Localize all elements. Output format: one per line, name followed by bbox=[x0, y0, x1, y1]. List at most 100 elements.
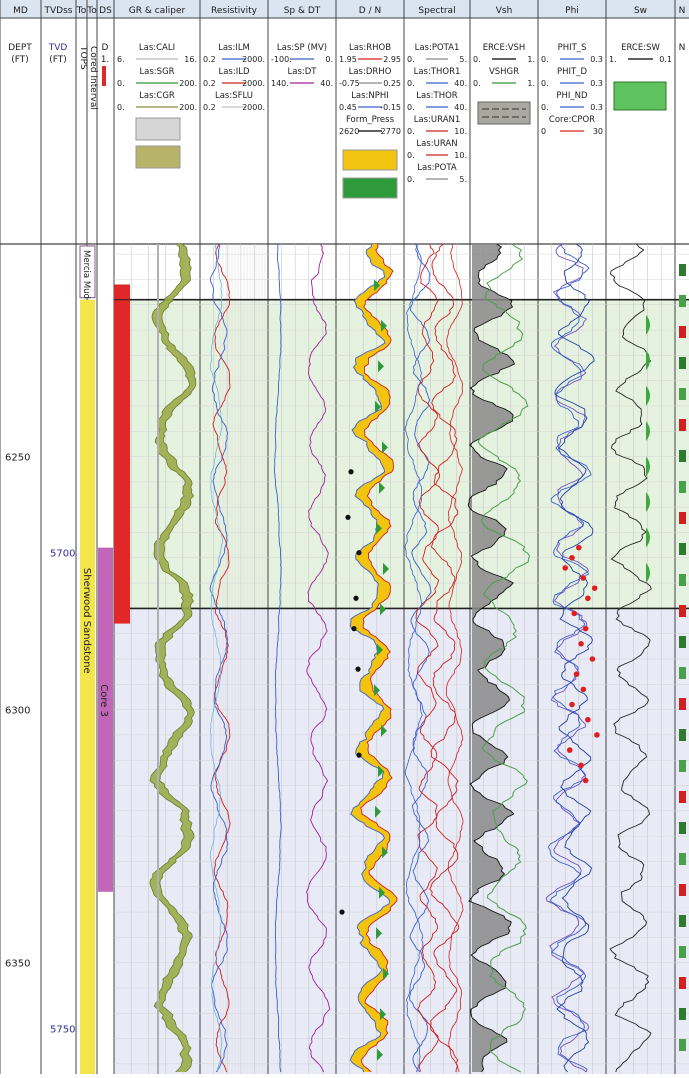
legend-phi-curve-name: Core:CPOR bbox=[549, 115, 595, 125]
legend-dn-fill-swatch2 bbox=[342, 177, 398, 199]
track-title-spdt: Sp & DT bbox=[284, 6, 321, 16]
legend-dn-curve-max: 0.25 bbox=[383, 79, 401, 88]
cpor-point bbox=[571, 610, 578, 617]
track-title-tvdss: TVDss bbox=[44, 6, 73, 16]
top-sherwood-box bbox=[80, 299, 95, 1074]
top-mercia-box bbox=[79, 245, 96, 299]
legend-ds-swatch bbox=[102, 66, 106, 86]
top-mercia-label: Mercia Mudstone bbox=[81, 250, 91, 323]
erce-sw-curve bbox=[609, 243, 652, 1073]
cpor-point bbox=[589, 656, 596, 662]
legend-dn-curve-name: Las:DRHO bbox=[349, 67, 392, 77]
legend-gr-curve-max: 200. bbox=[179, 103, 197, 112]
legend-spec-curve-max: 5. bbox=[459, 55, 467, 64]
form-press-point bbox=[353, 595, 359, 601]
legend-phi-curve-min: 0. bbox=[541, 103, 549, 112]
cpor-point bbox=[578, 641, 584, 647]
track-title-res: Resistivity bbox=[211, 6, 258, 16]
n-track-block bbox=[679, 419, 686, 431]
sw-green-fill bbox=[646, 314, 650, 335]
legend-res-curve-max: 2000. bbox=[242, 79, 265, 88]
legend-res-curve-min: 0.2 bbox=[203, 103, 216, 112]
form-press-point bbox=[356, 550, 362, 556]
n-track-block bbox=[679, 543, 686, 555]
legend-gr-curve-min: 6. bbox=[117, 55, 125, 64]
legend-n-label: N bbox=[679, 43, 686, 53]
n-track-block bbox=[679, 822, 686, 834]
track-title-ds: DS bbox=[99, 6, 112, 16]
md-depth-label: 6250 bbox=[5, 453, 30, 464]
thor1-curve bbox=[404, 243, 424, 1073]
legend-tvdss-name: TVD bbox=[48, 43, 68, 53]
track-title-tops: To bbox=[76, 6, 87, 16]
cpor-point bbox=[582, 625, 589, 632]
n-track-block bbox=[679, 574, 686, 586]
form-press-point bbox=[339, 909, 345, 915]
legend-spdt-curve-max: 40. bbox=[320, 79, 333, 88]
n-track-block bbox=[679, 729, 686, 741]
legend-res-curve-name: Las:ILD bbox=[218, 67, 249, 77]
dn-green-fill bbox=[383, 562, 389, 575]
legend-sw-curve-name: ERCE:SW bbox=[621, 43, 660, 53]
legend-vsh-fill-swatch bbox=[477, 101, 531, 125]
legend-gr-curve-name: Las:CALI bbox=[139, 43, 175, 53]
legend-dn-curve-min: 1.95 bbox=[339, 55, 357, 64]
dn-green-fill bbox=[383, 967, 389, 980]
legend-phi-curve-name: PHIT_D bbox=[557, 67, 587, 77]
legend-spec-curve-name: Las:URAN1 bbox=[414, 115, 461, 125]
cpor-point bbox=[585, 716, 591, 723]
legend-phi-curve-max: 0.3 bbox=[590, 55, 603, 64]
legend-gr-curve-min: 0. bbox=[117, 79, 125, 88]
n-track-block bbox=[679, 264, 686, 276]
n-track-block bbox=[679, 357, 686, 369]
legend-sw-fill-swatch bbox=[613, 81, 667, 111]
n-track-block bbox=[679, 481, 686, 493]
dt-curve bbox=[306, 243, 331, 1073]
cpor-point bbox=[573, 671, 580, 677]
legend-spdt-curve-name: Las:SP (MV) bbox=[277, 43, 327, 53]
dn-green-fill bbox=[378, 360, 384, 373]
phit-s-curve bbox=[545, 243, 590, 1073]
legend-phi-curve-max: 30 bbox=[593, 127, 603, 136]
legend-res-curve-min: 0.2 bbox=[203, 79, 216, 88]
legend-dn-curve-name: Las:NPHI bbox=[351, 91, 389, 101]
n-track-block bbox=[679, 388, 686, 400]
sp-curve bbox=[274, 243, 282, 1073]
cgr-curve bbox=[159, 243, 197, 1073]
dn-green-fill bbox=[374, 279, 380, 292]
uran-curve bbox=[415, 243, 441, 1073]
cpor-point bbox=[594, 732, 600, 738]
legend-vsh-curve-name: VSHGR bbox=[489, 67, 519, 77]
legend-res-curve-name: Las:ILM bbox=[218, 43, 250, 53]
n-track-block bbox=[679, 853, 686, 865]
n-track-block bbox=[679, 295, 686, 307]
dn-green-fill bbox=[379, 481, 385, 494]
n-track-block bbox=[679, 636, 686, 648]
legend-vsh-curve-max: 1. bbox=[527, 55, 535, 64]
legend-dn-curve-max: -0.15 bbox=[380, 103, 401, 112]
legend-vsh-curve-max: 1. bbox=[527, 79, 535, 88]
legend-phi-curve-name: PHI_ND bbox=[556, 91, 588, 101]
legend-spec-curve-min: 0. bbox=[407, 151, 415, 160]
sw-green-fill bbox=[646, 456, 650, 477]
dn-green-fill bbox=[382, 846, 388, 859]
legend-spdt-curve-name: Las:DT bbox=[288, 67, 318, 77]
zone-blue-band bbox=[114, 608, 689, 1074]
legend-gr-fill-swatch bbox=[135, 117, 181, 141]
legend-tops-label: TOPS bbox=[78, 45, 88, 70]
legend-spec-curve-name: Las:URAN bbox=[416, 139, 457, 149]
cpor-point bbox=[562, 565, 568, 571]
legend-dn-curve-name: Las:RHOB bbox=[349, 43, 391, 53]
tvdss-depth-label: 5700 bbox=[50, 549, 75, 560]
legend-ds-value: 1. bbox=[101, 55, 110, 65]
dn-green-fill bbox=[375, 400, 381, 413]
dn-green-fill bbox=[382, 441, 388, 454]
cpor-point bbox=[580, 686, 587, 693]
legend-spdt-curve-max: 0. bbox=[325, 55, 333, 64]
legend-spec-curve-min: 0. bbox=[407, 103, 415, 112]
top-sherwood-label: Sherwood Sandstone bbox=[81, 568, 92, 674]
legend-md-unit: (FT) bbox=[11, 55, 29, 65]
legend-phi-curve-min: 0. bbox=[541, 55, 549, 64]
form-press-point bbox=[356, 752, 362, 758]
